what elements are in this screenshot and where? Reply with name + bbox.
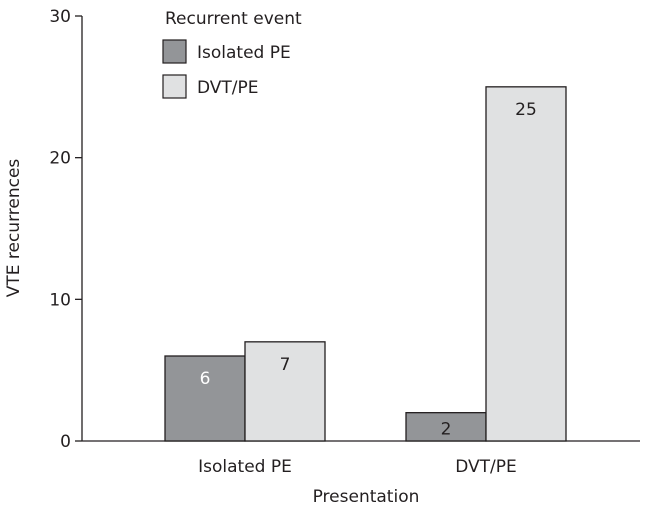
x-axis-title: Presentation bbox=[313, 487, 420, 506]
bar bbox=[164, 355, 246, 442]
data-label: 6 bbox=[200, 369, 211, 389]
y-axis: 0 10 20 30 bbox=[49, 7, 83, 452]
bar bbox=[244, 341, 326, 442]
legend-label-dvt-pe: DVT/PE bbox=[197, 78, 259, 98]
y-axis-title: VTE recurrences bbox=[4, 159, 24, 298]
y-tick-label: 30 bbox=[49, 7, 71, 27]
bar bbox=[485, 86, 567, 442]
data-label: 2 bbox=[441, 420, 452, 440]
y-tick-label: 10 bbox=[49, 290, 71, 310]
x-ticks: Isolated PE DVT/PE bbox=[198, 457, 517, 477]
legend-swatch-isolated-pe bbox=[162, 39, 187, 64]
data-label: 25 bbox=[515, 100, 537, 120]
legend-title: Recurrent event bbox=[165, 9, 302, 29]
x-tick-label: Isolated PE bbox=[198, 457, 292, 477]
y-ticks: 0 10 20 30 bbox=[49, 7, 82, 452]
x-tick-label: DVT/PE bbox=[455, 457, 517, 477]
y-tick-label: 20 bbox=[49, 149, 71, 169]
legend-label-isolated-pe: Isolated PE bbox=[197, 43, 291, 63]
y-tick-label: 0 bbox=[60, 432, 71, 452]
bars: 6 7 2 25 bbox=[164, 86, 567, 442]
legend: Recurrent event Isolated PE DVT/PE bbox=[162, 9, 302, 99]
data-label: 7 bbox=[280, 355, 291, 375]
legend-swatch-dvt-pe bbox=[162, 74, 187, 99]
x-axis: Isolated PE DVT/PE bbox=[82, 440, 640, 477]
